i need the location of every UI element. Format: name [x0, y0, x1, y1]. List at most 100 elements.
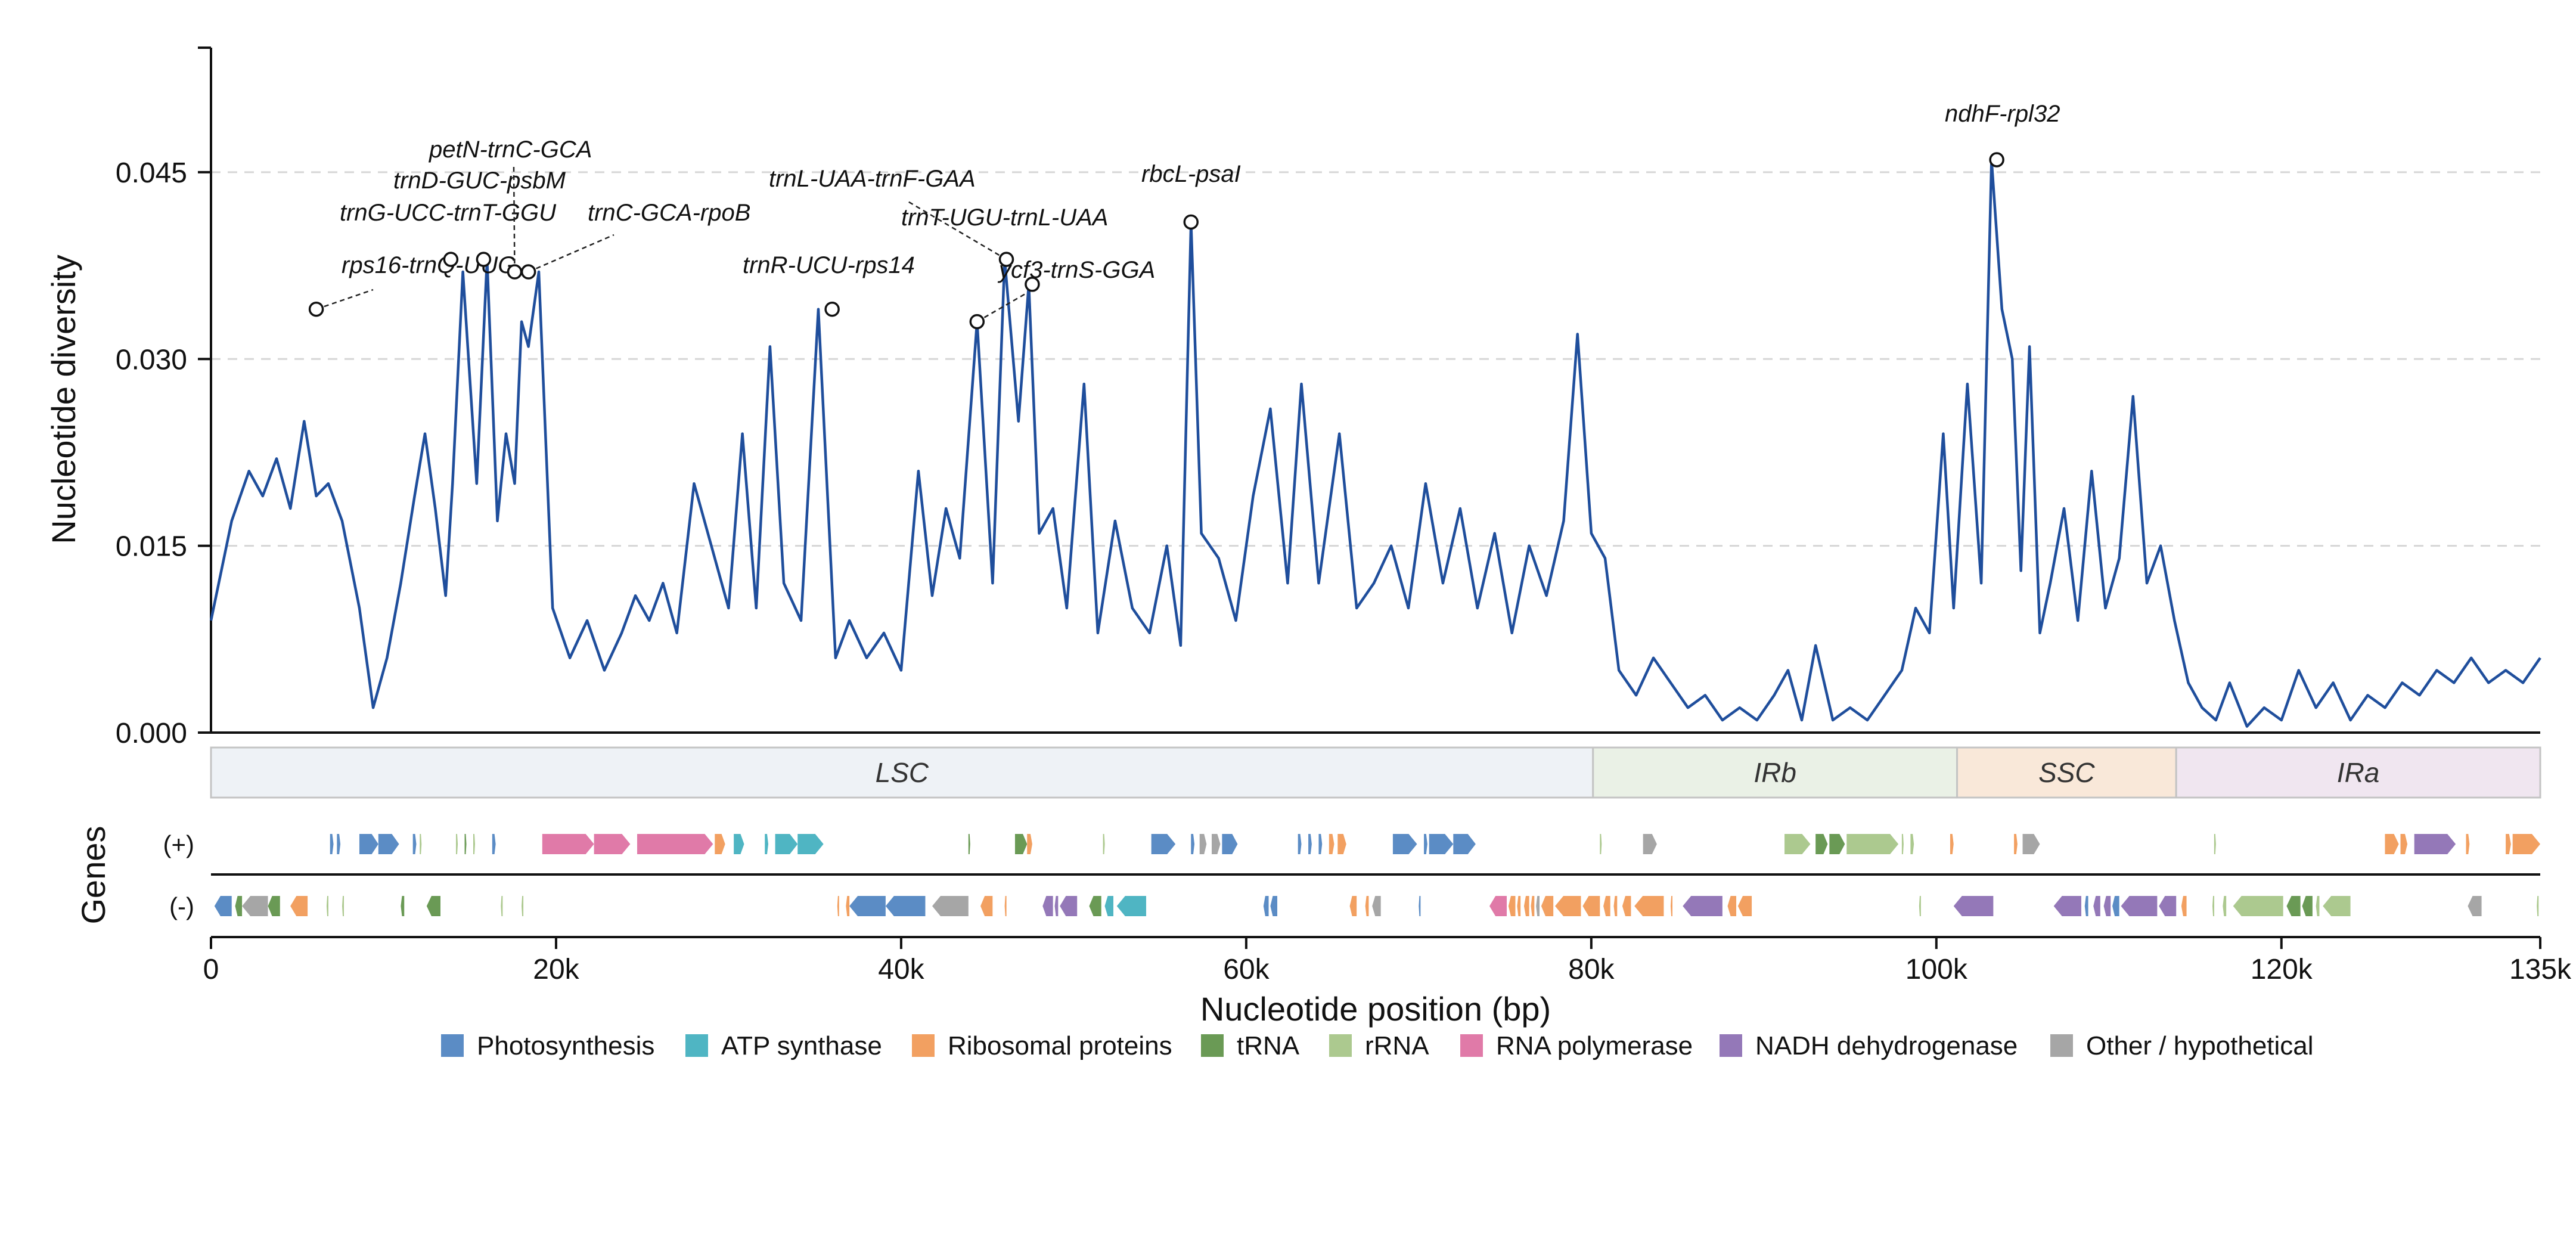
strand-label-plus: (+) [163, 830, 195, 858]
region-ssc [1956, 746, 2177, 799]
region-label: IRb [1753, 757, 1796, 788]
genome-regions-bar: LSC IRb SSC IRa [210, 746, 2541, 799]
gene-rrna [501, 896, 503, 916]
gene-other [1199, 834, 1207, 854]
peak-label: trnR-UCU-rps14 [743, 252, 915, 278]
gene-ribo [2466, 834, 2470, 854]
gene-other [2022, 834, 2040, 854]
region-label: IRa [2337, 757, 2380, 788]
gene-photo [1298, 834, 1302, 854]
legend-label-trna: tRNA [1237, 1031, 1300, 1060]
peak-label: trnL-UAA-trnF-GAA [769, 166, 976, 192]
peak-label: trnD-GUC-psbM [393, 168, 566, 194]
gene-ribo [2400, 834, 2408, 854]
legend-label-other: Other / hypothetical [2086, 1031, 2314, 1060]
peak-label: ycf3-trnS-GGA [997, 257, 1155, 283]
annotation-leader [905, 199, 1007, 260]
gene-ribo [1727, 896, 1737, 916]
gene-rrna [1901, 834, 1904, 854]
annotation-leader [528, 234, 614, 273]
gene-atp [797, 834, 824, 854]
x-axis: 0 20k 40k 60k 80k 100k 120k 135k [203, 936, 2572, 985]
peak-label: trnG-UCC-trnT-GGU [340, 200, 557, 226]
gene-ribo [1950, 834, 1954, 854]
peak-marker [969, 314, 985, 330]
gene-ribo [715, 834, 725, 854]
gene-ribo [1634, 896, 1664, 916]
y-tick-label: 0.000 [116, 718, 187, 749]
gene-rrna [2212, 896, 2214, 916]
peak-marker [998, 252, 1014, 267]
gene-rrna [2214, 834, 2216, 854]
legend-swatch-atp [685, 1034, 708, 1057]
gene-ribo [2385, 834, 2399, 854]
gene-atp [734, 834, 744, 854]
gene-ndh [1054, 896, 1059, 916]
gene-trna [968, 834, 970, 854]
gene-ribo [1027, 834, 1032, 854]
gene-trna [235, 896, 243, 916]
gene-ndh [1060, 896, 1078, 916]
peak-marker [443, 252, 459, 267]
gene-photo [1270, 896, 1277, 916]
gene-photo [1453, 834, 1476, 854]
gene-photo [378, 834, 399, 854]
gene-rrna [2316, 896, 2320, 916]
y-tick-label: 0.030 [116, 344, 187, 376]
gene-photo [1419, 896, 1421, 916]
legend-swatch-ndh [1720, 1034, 1742, 1057]
gene-ribo [1582, 896, 1600, 916]
peak-marker [1025, 277, 1040, 292]
gene-trna [2302, 896, 2313, 916]
gene-ribo [1329, 834, 1334, 854]
gene-ndh [2103, 896, 2111, 916]
gene-rrna [342, 896, 344, 916]
gene-atp [1116, 896, 1146, 916]
gene-rrna [1784, 834, 1811, 854]
x-tick-label: 0 [203, 954, 219, 985]
region-label: LSC [876, 757, 929, 788]
gene-ribo [1004, 896, 1007, 916]
annotation-leader [976, 292, 1027, 322]
gene-ndh [2053, 896, 2081, 916]
gene-ribo [837, 896, 839, 916]
peak-label: ndhF-rpl32 [1945, 101, 2060, 127]
gene-photo [337, 834, 341, 854]
legend-swatch-ribo [912, 1034, 935, 1057]
legend-label-photo: Photosynthesis [477, 1031, 654, 1060]
gene-ribo [1508, 896, 1516, 916]
x-axis-title: Nucleotide position (bp) [1200, 990, 1551, 1028]
gene-trna [2286, 896, 2301, 916]
gene-rnap [594, 834, 631, 854]
gene-rrna [456, 834, 458, 854]
y-tick-label: 0.045 [116, 157, 187, 189]
gene-trna [1829, 834, 1845, 854]
gene-photo [492, 834, 496, 854]
gene-photo [1263, 896, 1269, 916]
gene-trna [1014, 834, 1028, 854]
gene-ribo [2014, 834, 2018, 854]
gene-photo [1191, 834, 1195, 854]
gene-other [1211, 834, 1221, 854]
x-tick-label: 80k [1568, 954, 1615, 985]
region-label: SSC [2038, 757, 2095, 788]
gene-photo [885, 896, 926, 916]
legend-label-ndh: NADH dehydrogenase [1755, 1031, 2018, 1060]
y-axis: 0.000 0.015 0.030 0.045 [116, 46, 2540, 749]
annotation-leader [316, 289, 374, 310]
legend-label-atp: ATP synthase [721, 1031, 882, 1060]
gene-photo [330, 834, 334, 854]
gene-ndh [2121, 896, 2158, 916]
gene-ribo [1365, 896, 1369, 916]
gene-ribo [846, 896, 850, 916]
x-tick-label: 135k [2509, 954, 2572, 985]
gene-atp [1104, 896, 1113, 916]
gene-ribo [2512, 834, 2540, 854]
gene-photo [849, 896, 886, 916]
gene-rrna [1600, 834, 1602, 854]
gene-ribo [1603, 896, 1610, 916]
x-tick-label: 40k [878, 954, 924, 985]
legend-label-ribo: Ribosomal proteins [948, 1031, 1172, 1060]
gene-ribo [1349, 896, 1357, 916]
peak-marker [476, 252, 492, 267]
